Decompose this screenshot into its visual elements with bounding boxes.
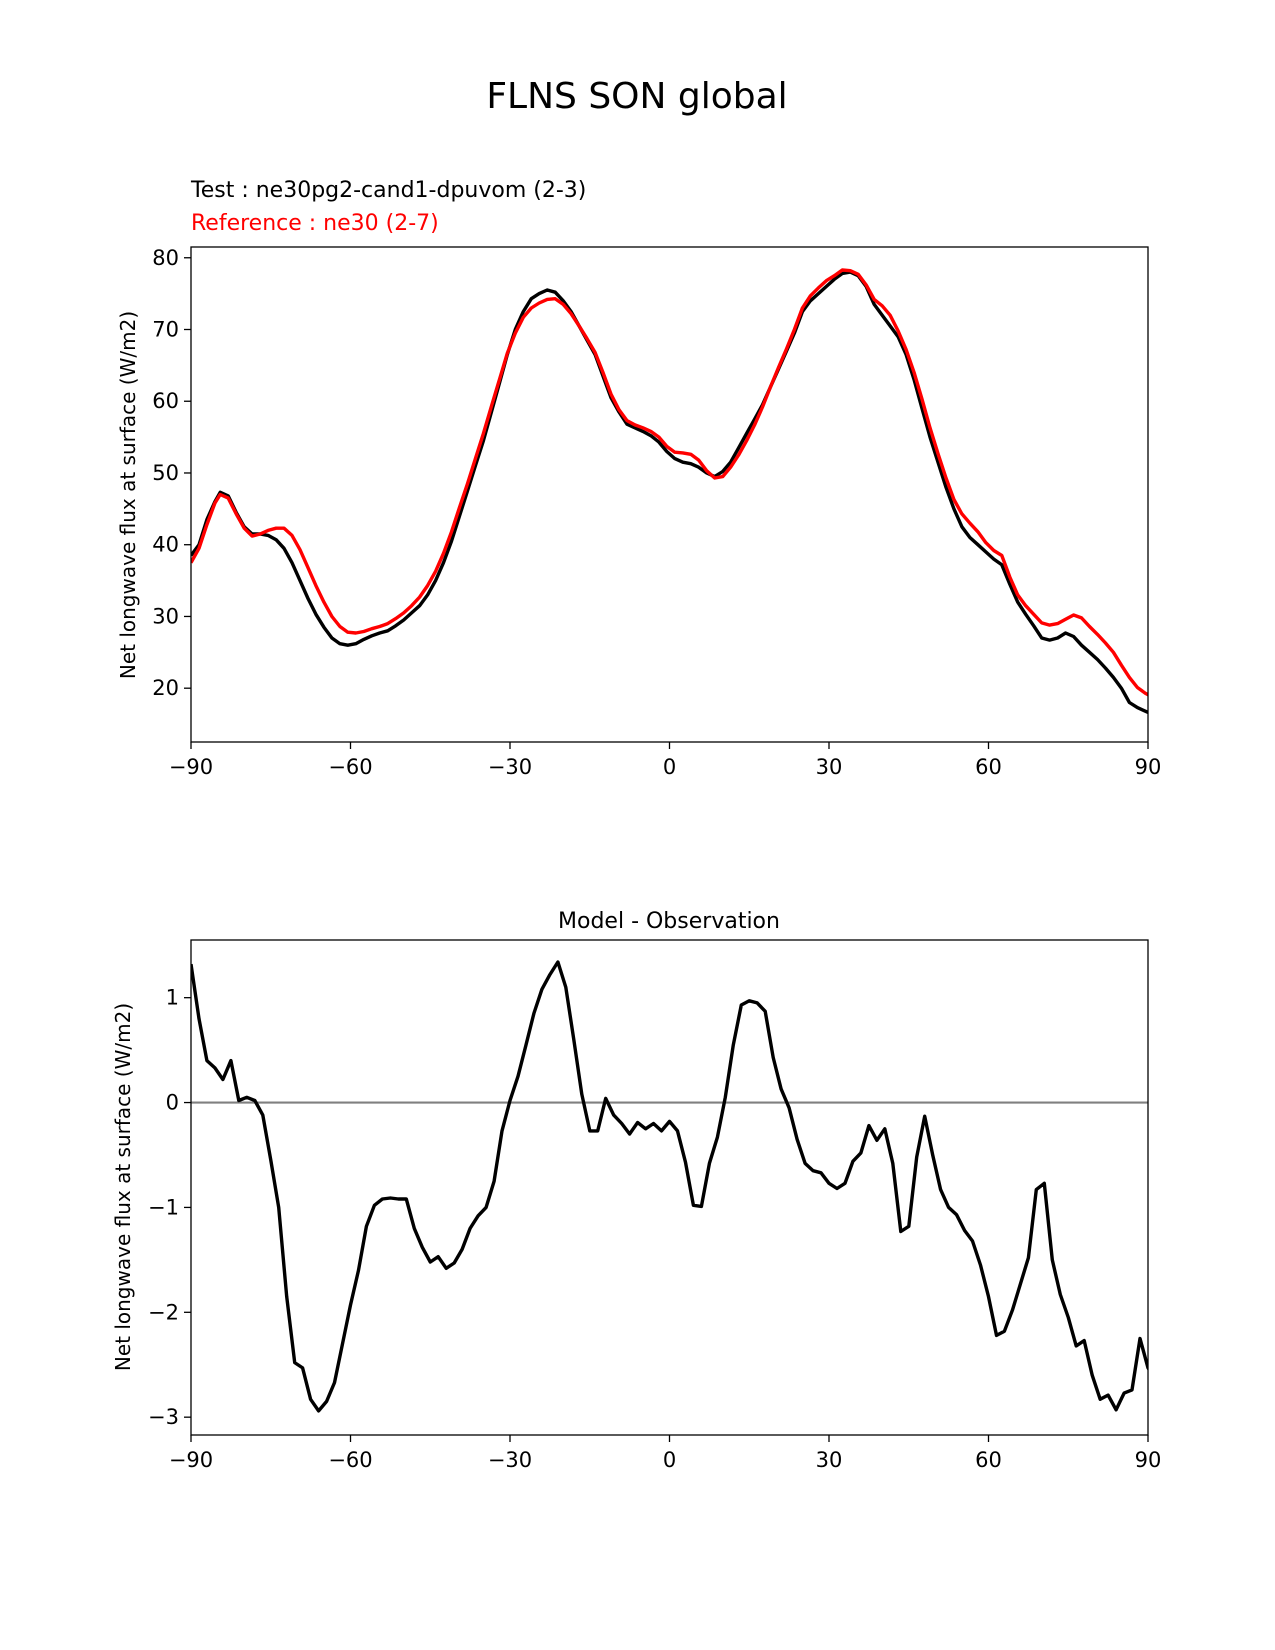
bottom-panel: Model - Observation Net longwave flux at…: [111, 909, 1161, 1472]
test-label: Test : ne30pg2-cand1-dpuvom (2-3): [190, 178, 586, 203]
x-tick-label: −30: [488, 755, 532, 779]
reference-label: Reference : ne30 (2-7): [191, 211, 439, 236]
x-tick-label: 90: [1135, 755, 1162, 779]
y-tick-label: 1: [166, 986, 179, 1010]
x-tick-label: −60: [328, 755, 372, 779]
x-tick-label: 90: [1135, 1448, 1162, 1472]
y-tick-label: 40: [152, 533, 179, 557]
top-ylabel: Net longwave flux at surface (W/m2): [116, 311, 140, 679]
y-tick-label: 30: [152, 604, 179, 628]
y-tick-label: 20: [152, 676, 179, 700]
x-tick-label: 0: [663, 1448, 676, 1472]
bottom-ylabel: Net longwave flux at surface (W/m2): [111, 1003, 135, 1371]
bottom-title: Model - Observation: [558, 909, 780, 934]
top-series-group: [191, 268, 1148, 715]
x-tick-label: −90: [169, 755, 213, 779]
bottom-series-group: [191, 960, 1148, 1413]
x-tick-label: 60: [975, 755, 1002, 779]
top-panel: Test : ne30pg2-cand1-dpuvom (2-3) Refere…: [116, 178, 1161, 779]
x-tick-label: 0: [663, 755, 676, 779]
y-tick-label: 0: [166, 1091, 179, 1115]
bottom-plot-frame: [190, 939, 1149, 1436]
bottom-ticks-group: −90 −60 −30 0 30 60 90 −3 −2 −1 0 1: [148, 986, 1161, 1472]
top-ticks-group: −90 −60 −30 0 30 60 90 20 30 40 50 60 70 80: [152, 246, 1161, 779]
y-tick-label: 50: [152, 461, 179, 485]
series-line-reference: [191, 268, 1148, 697]
y-tick-label: −1: [148, 1195, 179, 1219]
y-tick-label: −2: [148, 1300, 179, 1324]
figure-title: FLNS SON global: [486, 76, 787, 117]
top-plot-frame: [190, 246, 1149, 743]
x-tick-label: −30: [488, 1448, 532, 1472]
y-tick-label: 80: [152, 246, 179, 270]
series-line-model-observation: [191, 960, 1148, 1413]
x-tick-label: 30: [816, 755, 843, 779]
y-tick-label: 70: [152, 318, 179, 342]
x-tick-label: 60: [975, 1448, 1002, 1472]
x-tick-label: −90: [169, 1448, 213, 1472]
x-tick-label: 30: [816, 1448, 843, 1472]
series-line-test: [191, 270, 1148, 715]
y-tick-label: 60: [152, 389, 179, 413]
y-tick-label: −3: [148, 1405, 179, 1429]
x-tick-label: −60: [328, 1448, 372, 1472]
